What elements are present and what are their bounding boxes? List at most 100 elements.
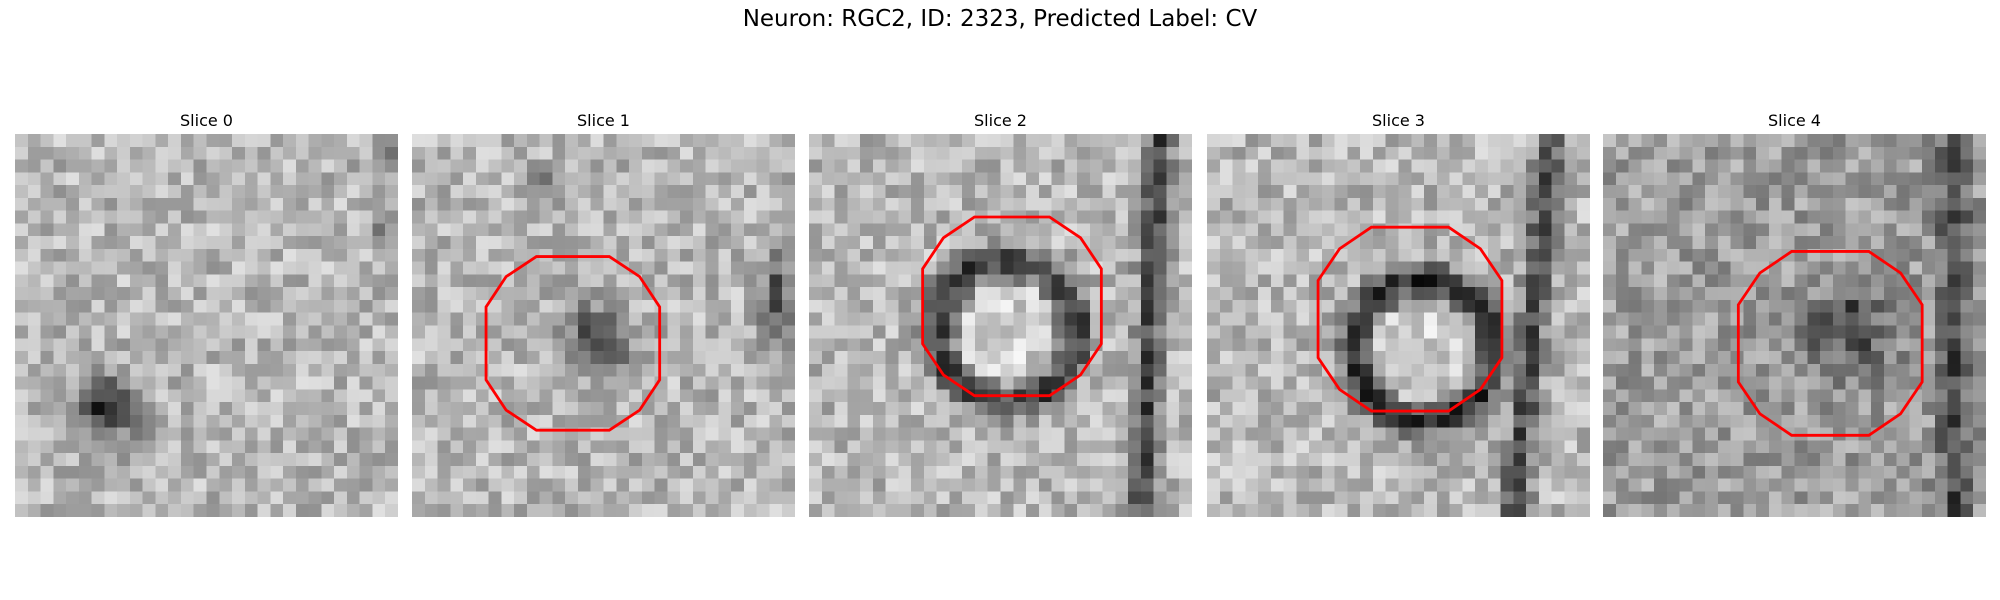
pixel [743, 440, 757, 454]
pixel [450, 159, 464, 173]
pixel [1232, 299, 1246, 313]
pixel [1513, 261, 1527, 275]
pixel [450, 299, 464, 313]
pixel [782, 376, 795, 390]
pixel [270, 402, 284, 416]
pixel [577, 185, 591, 199]
pixel [1051, 197, 1065, 211]
pixel [1934, 312, 1948, 326]
pixel [911, 299, 925, 313]
pixel [308, 185, 322, 199]
pixel [1424, 478, 1438, 492]
pixel [526, 376, 540, 390]
pixel [1679, 159, 1693, 173]
pixel [295, 146, 309, 160]
pixel [193, 376, 207, 390]
pixel [1705, 427, 1719, 441]
pixel [1615, 504, 1629, 517]
pixel [129, 363, 143, 377]
pixel [1077, 299, 1091, 313]
pixel [911, 274, 925, 288]
pixel [526, 465, 540, 479]
pixel [346, 478, 360, 492]
pixel [1960, 440, 1974, 454]
pixel [1756, 478, 1770, 492]
pixel [885, 351, 899, 365]
pixel [1513, 491, 1527, 505]
pixel [1807, 159, 1821, 173]
pixel [987, 261, 1001, 275]
pixel [1705, 312, 1719, 326]
pixel [1140, 338, 1154, 352]
pixel [1603, 248, 1617, 262]
pixel [1564, 478, 1578, 492]
pixel [346, 210, 360, 224]
pixel [1820, 325, 1834, 339]
pixel [1487, 134, 1501, 148]
pixel [680, 134, 694, 148]
pixel [117, 236, 131, 250]
pixel [385, 325, 398, 339]
pixel [1628, 134, 1642, 148]
pixel [898, 172, 912, 186]
pixel [1717, 414, 1731, 428]
pixel [1615, 440, 1629, 454]
pixel [1179, 414, 1192, 428]
pixel [321, 185, 335, 199]
pixel [1820, 261, 1834, 275]
pixel [1973, 185, 1986, 199]
slice-title: Slice 2 [974, 111, 1027, 130]
pixel [155, 453, 169, 467]
pixel [1973, 465, 1986, 479]
pixel [1564, 172, 1578, 186]
pixel [705, 453, 719, 467]
pixel [1128, 389, 1142, 403]
pixel [1526, 274, 1540, 288]
pixel [1321, 338, 1335, 352]
pixel [1641, 172, 1655, 186]
pixel [743, 414, 757, 428]
pixel [1871, 172, 1885, 186]
pixel [463, 312, 477, 326]
pixel [412, 274, 426, 288]
pixel [603, 402, 617, 416]
pixel [1679, 453, 1693, 467]
pixel [437, 338, 451, 352]
pixel [718, 134, 732, 148]
pixel [1538, 261, 1552, 275]
pixel [603, 134, 617, 148]
pixel [809, 248, 823, 262]
pixel [91, 440, 105, 454]
pixel [142, 351, 156, 365]
pixel [1089, 427, 1103, 441]
pixel [501, 312, 515, 326]
pixel [1347, 478, 1361, 492]
pixel [1102, 478, 1116, 492]
pixel [590, 504, 604, 517]
pixel [565, 453, 579, 467]
pixel [1781, 414, 1795, 428]
pixel [1270, 414, 1284, 428]
pixel [1436, 185, 1450, 199]
pixel [1794, 197, 1808, 211]
cell-contour [1736, 250, 1924, 437]
pixel [142, 185, 156, 199]
pixel [321, 172, 335, 186]
pixel [1960, 299, 1974, 313]
pixel [1654, 402, 1668, 416]
pixel [117, 248, 131, 262]
pixel [1909, 504, 1923, 517]
pixel [1064, 261, 1078, 275]
pixel [1603, 159, 1617, 173]
pixel [1245, 223, 1259, 237]
pixel [66, 504, 80, 517]
pixel [270, 478, 284, 492]
pixel [809, 351, 823, 365]
pixel [1743, 261, 1757, 275]
pixel [1934, 134, 1948, 148]
pixel [680, 299, 694, 313]
pixel [847, 197, 861, 211]
pixel [219, 491, 233, 505]
pixel [1730, 185, 1744, 199]
pixel [1513, 274, 1527, 288]
